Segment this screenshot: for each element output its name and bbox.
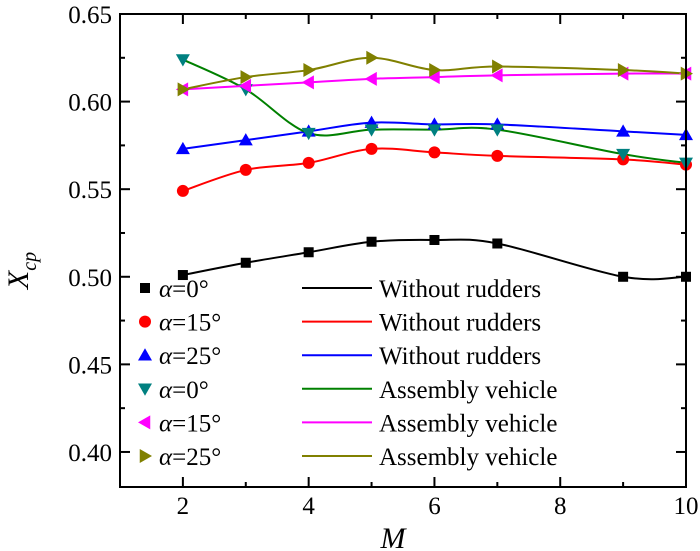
series-line-3 [182,58,687,164]
y-tick-label: 0.45 [68,352,112,379]
data-point-s1-1 [239,163,252,176]
data-point-s3-3 [364,124,379,137]
x-tick-label: 2 [177,493,190,520]
data-point-s1-0 [176,184,189,197]
data-point-s5-3 [366,50,379,65]
y-tick-label: 0.65 [68,2,112,29]
data-point-s0-4 [429,234,440,245]
x-tick-label: 8 [554,493,567,520]
legend-series-label-1: Without rudders [379,310,541,337]
legend-marker-0 [140,283,150,293]
data-point-s3-2 [301,127,316,141]
data-point-s2-0 [175,141,190,155]
legend-angle-label-0: α=0° [159,276,209,303]
legend-series-label-3: Assembly vehicle [379,377,557,404]
data-point-s2-6 [616,124,631,137]
x-tick-label: 4 [302,493,315,520]
data-point-s0-1 [240,257,251,268]
series-line-4 [182,72,687,91]
legend-angle-label-1: α=15° [159,310,221,337]
data-point-s5-4 [429,63,442,78]
legend-marker-5 [139,449,152,463]
data-point-s1-5 [491,149,504,162]
legend-series-label-4: Assembly vehicle [379,410,557,437]
data-point-s3-4 [427,124,442,137]
data-point-s1-3 [365,142,378,155]
plot-area [175,50,693,282]
series-line-0 [182,238,687,281]
y-tick-label: 0.50 [68,265,112,292]
data-point-s4-3 [364,71,377,86]
legend-marker-4 [138,415,151,430]
legend-angle-label-5: α=25° [159,444,221,471]
y-tick-label: 0.40 [68,440,112,467]
legend: α=0° Without rudders α=15° Without rudders α… [138,276,557,471]
plot-frame [119,13,687,488]
legend-series-label-2: Without rudders [379,343,541,370]
data-point-s5-1 [240,70,253,85]
data-point-s0-3 [366,236,377,247]
data-point-s0-2 [303,247,314,258]
data-point-s0-5 [492,238,503,249]
legend-series-label-0: Without rudders [379,276,541,303]
series-line-5 [182,56,687,91]
data-point-s3-6 [616,148,631,162]
x-axis-label: M [380,522,408,551]
legend-marker-2 [138,348,152,361]
data-point-s5-5 [492,59,505,74]
data-point-s1-4 [428,146,441,159]
data-point-s5-6 [617,63,631,78]
data-point-s2-1 [238,133,253,146]
legend-series-label-5: Assembly vehicle [379,444,557,471]
data-point-s4-5 [490,68,503,83]
data-point-s4-4 [427,70,440,85]
legend-angle-label-3: α=0° [159,377,209,404]
legend-angle-label-2: α=25° [159,343,221,370]
data-point-s5-0 [177,82,190,97]
data-point-s5-2 [303,63,316,78]
data-point-s0-6 [618,271,629,282]
data-point-s4-2 [301,75,314,90]
data-point-s3-0 [175,54,190,67]
data-point-s1-2 [302,156,315,169]
series-line-2 [182,121,687,150]
x-tick-label: 6 [428,493,441,520]
data-point-s3-5 [490,124,505,137]
y-axis-label: Xcp [2,252,41,290]
y-tick-label: 0.55 [68,177,112,204]
data-point-s0-0 [177,270,188,281]
data-point-s4-1 [238,78,252,93]
legend-marker-3 [138,383,152,396]
legend-marker-1 [139,315,151,328]
y-tick-label: 0.60 [68,90,112,117]
x-tick-label: 10 [674,493,699,520]
legend-angle-label-4: α=15° [159,410,221,437]
